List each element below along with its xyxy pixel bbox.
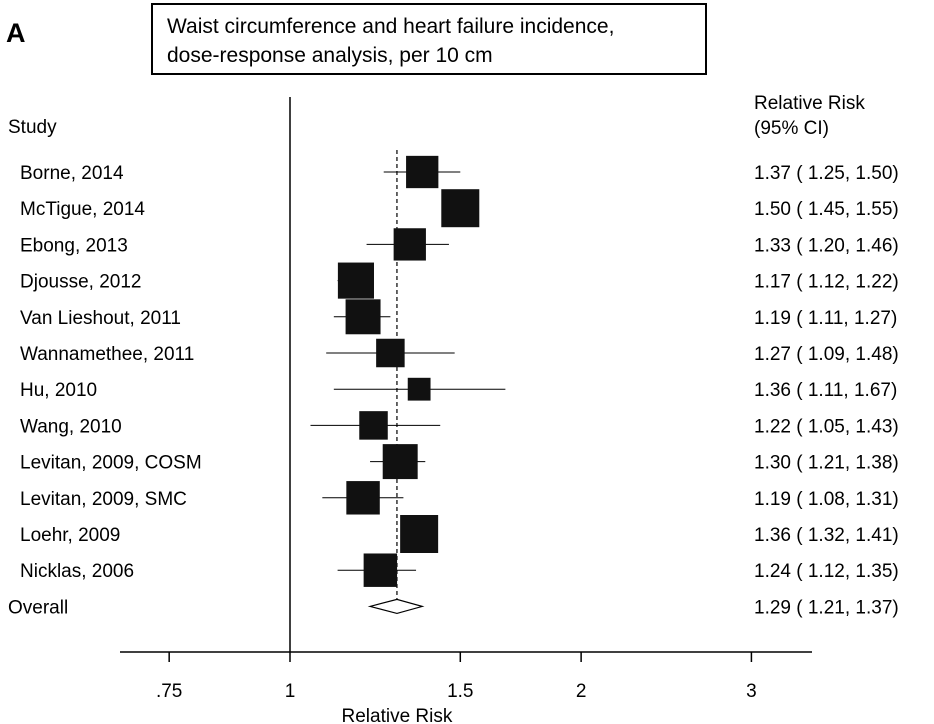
point-estimate-box — [400, 515, 439, 553]
study-rr-value: 1.36 ( 1.11, 1.67) — [754, 380, 897, 401]
study-name: Levitan, 2009, COSM — [20, 453, 202, 474]
study-name: Hu, 2010 — [20, 380, 97, 401]
study-rr-value: 1.36 ( 1.32, 1.41) — [754, 525, 899, 546]
point-estimate-box — [393, 228, 426, 261]
point-estimate-box — [363, 553, 398, 587]
study-rows: Borne, 2014 1.37 ( 1.25, 1.50) McTigue, 20… — [8, 155, 899, 618]
point-estimate-box — [337, 262, 374, 299]
study-column-header: Study — [8, 117, 57, 138]
point-estimate-box — [346, 481, 380, 515]
study-rr-value: 1.30 ( 1.21, 1.38) — [754, 453, 899, 474]
study-rr-value: 1.19 ( 1.11, 1.27) — [754, 308, 897, 329]
chart-title-line-1: Waist circumference and heart failure in… — [167, 15, 615, 38]
study-rr-value: 1.22 ( 1.05, 1.43) — [754, 416, 899, 437]
study-name: Djousse, 2012 — [20, 272, 141, 293]
x-tick-label: 3 — [746, 681, 757, 702]
study-name: Borne, 2014 — [20, 163, 124, 184]
x-tick-label: 1.5 — [447, 681, 473, 702]
study-name: Loehr, 2009 — [20, 525, 120, 546]
x-tick-label: 2 — [576, 681, 587, 702]
study-name: Levitan, 2009, SMC — [20, 489, 187, 510]
overall-label: Overall — [8, 597, 68, 618]
overall-diamond — [367, 598, 425, 615]
point-estimate-box — [441, 189, 480, 228]
point-estimate-box — [376, 338, 405, 368]
point-estimate-box — [359, 411, 388, 440]
relative-risk-column-header: Relative Risk (95% CI) — [754, 91, 865, 141]
study-rr-value: 1.37 ( 1.25, 1.50) — [754, 163, 899, 184]
x-tick-label: 1 — [285, 681, 296, 702]
study-name: Wang, 2010 — [20, 416, 122, 437]
study-name: Wannamethee, 2011 — [20, 344, 194, 365]
point-estimate-box — [407, 377, 431, 401]
study-rr-value: 1.27 ( 1.09, 1.48) — [754, 344, 899, 365]
chart-title-line-2: dose-response analysis, per 10 cm — [167, 44, 493, 67]
x-tick-label: .75 — [156, 681, 182, 702]
overall-rr-value: 1.29 ( 1.21, 1.37) — [754, 597, 899, 618]
study-name: Ebong, 2013 — [20, 235, 128, 256]
chart-title-box: Waist circumference and heart failure in… — [151, 3, 707, 75]
rr-header-line-2: (95% CI) — [754, 118, 829, 139]
rr-header-line-1: Relative Risk — [754, 93, 865, 114]
point-estimate-box — [345, 299, 381, 335]
study-rr-value: 1.33 ( 1.20, 1.46) — [754, 235, 899, 256]
point-estimate-box — [406, 155, 439, 189]
study-rr-value: 1.19 ( 1.08, 1.31) — [754, 489, 899, 510]
study-name: Van Lieshout, 2011 — [20, 308, 181, 329]
study-rr-value: 1.50 ( 1.45, 1.55) — [754, 199, 899, 220]
point-estimate-box — [382, 444, 418, 480]
study-name: Nicklas, 2006 — [20, 561, 134, 582]
study-rr-value: 1.24 ( 1.12, 1.35) — [754, 561, 899, 582]
study-rr-value: 1.17 ( 1.12, 1.22) — [754, 272, 899, 293]
panel-label: A — [6, 18, 26, 48]
study-name: McTigue, 2014 — [20, 199, 145, 220]
x-axis-ticks: .75 1 1.5 2 3 — [156, 652, 757, 702]
x-axis-label: Relative Risk — [342, 706, 453, 724]
